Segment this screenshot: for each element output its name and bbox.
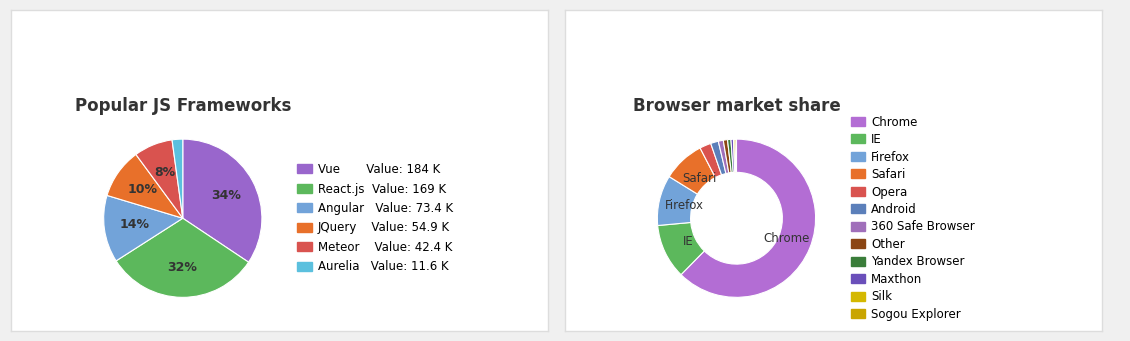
Legend: Chrome, IE, Firefox, Safari, Opera, Android, 360 Safe Browser, Other, Yandex Bro: Chrome, IE, Firefox, Safari, Opera, Andr… <box>851 116 975 321</box>
Text: IE: IE <box>683 235 693 248</box>
Wedge shape <box>183 139 262 262</box>
Text: Safari: Safari <box>683 172 718 185</box>
Wedge shape <box>658 222 704 275</box>
Wedge shape <box>136 140 183 218</box>
Text: Chrome: Chrome <box>763 232 809 245</box>
Wedge shape <box>116 218 249 297</box>
Text: 14%: 14% <box>119 219 149 232</box>
Text: 10%: 10% <box>128 183 158 196</box>
Text: Firefox: Firefox <box>664 199 704 212</box>
Wedge shape <box>107 154 183 218</box>
Wedge shape <box>723 139 731 173</box>
Legend: Vue       Value: 184 K, React.js  Value: 169 K, Angular   Value: 73.4 K, JQuery : Vue Value: 184 K, React.js Value: 169 K,… <box>297 163 453 273</box>
Text: 32%: 32% <box>167 261 198 274</box>
Wedge shape <box>719 140 729 174</box>
Wedge shape <box>172 139 183 218</box>
Wedge shape <box>658 177 697 225</box>
Wedge shape <box>669 148 715 194</box>
Text: 8%: 8% <box>154 166 175 179</box>
Wedge shape <box>681 139 816 297</box>
Wedge shape <box>736 139 737 172</box>
Wedge shape <box>731 139 734 173</box>
Wedge shape <box>711 141 725 175</box>
Wedge shape <box>104 195 183 261</box>
Text: 34%: 34% <box>211 189 241 202</box>
Wedge shape <box>733 139 736 173</box>
Title: Popular JS Frameworks: Popular JS Frameworks <box>75 97 290 115</box>
Wedge shape <box>728 139 733 173</box>
Wedge shape <box>701 144 722 178</box>
Title: Browser market share: Browser market share <box>633 97 841 115</box>
